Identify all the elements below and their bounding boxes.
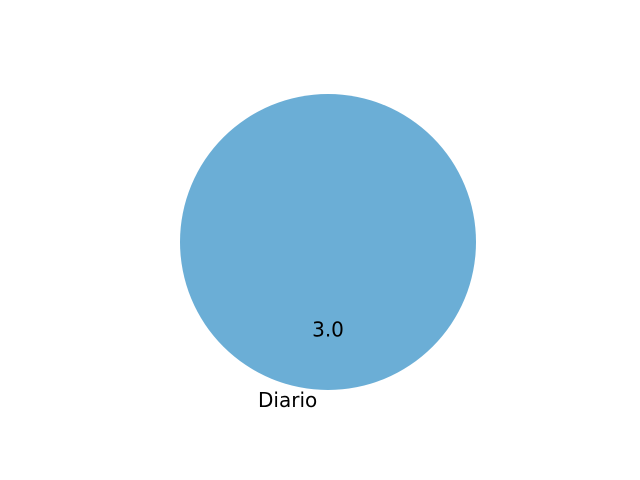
pie-value-label: 3.0 (312, 317, 344, 341)
pie-slices (180, 94, 476, 390)
pie-labels: Diario 3.0 (258, 317, 344, 412)
pie-slice-label: Diario (258, 388, 317, 412)
pie-slice-diario (180, 94, 476, 390)
